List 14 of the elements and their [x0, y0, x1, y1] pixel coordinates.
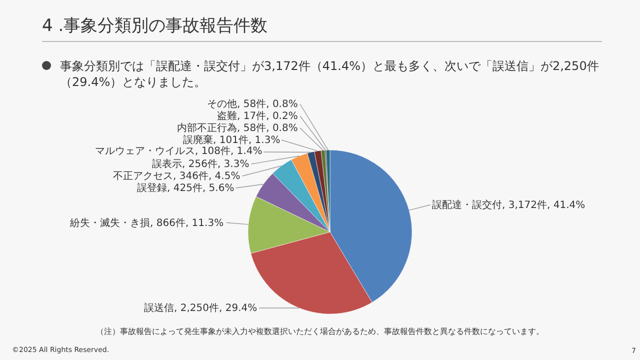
- chart-subtitle: 事象分類別では「誤配達・誤交付」が3,172件（41.4%）と最も多く、次いで「誤送信」が2,250件（29.4%）となりました。: [60, 59, 599, 89]
- slice-label: 内部不正行為, 58件, 0.8%: [177, 122, 298, 134]
- slice-label: 誤廃棄, 101件, 1.3%: [183, 134, 280, 146]
- slice-label: マルウェア・ウイルス, 108件, 1.4%: [95, 146, 262, 157]
- slice-label: その他, 58件, 0.8%: [207, 98, 298, 110]
- text: （注）事故報告によって発生事象が未入力や複数選択いただく場合があるため、事故報告件数と異なる件数になっています。: [95, 326, 545, 337]
- slice-label: 誤表示, 256件, 3.3%: [152, 158, 250, 170]
- slice-label: 誤送信, 2,250件, 29.4%: [144, 302, 258, 314]
- slice-label: 紛失・滅失・き損, 866件, 11.3%: [69, 217, 224, 229]
- slice-label: 誤登録, 425件, 5.6%: [137, 182, 234, 194]
- slice-label: 誤配達・誤交付, 3,172件, 41.4%: [432, 199, 586, 211]
- slice-label: 盗難, 17件, 0.2%: [217, 110, 298, 122]
- chart-title: 4 .事象分類別の事故報告件数: [42, 14, 602, 42]
- slice-label: 不正アクセス, 346件, 4.5%: [113, 171, 240, 182]
